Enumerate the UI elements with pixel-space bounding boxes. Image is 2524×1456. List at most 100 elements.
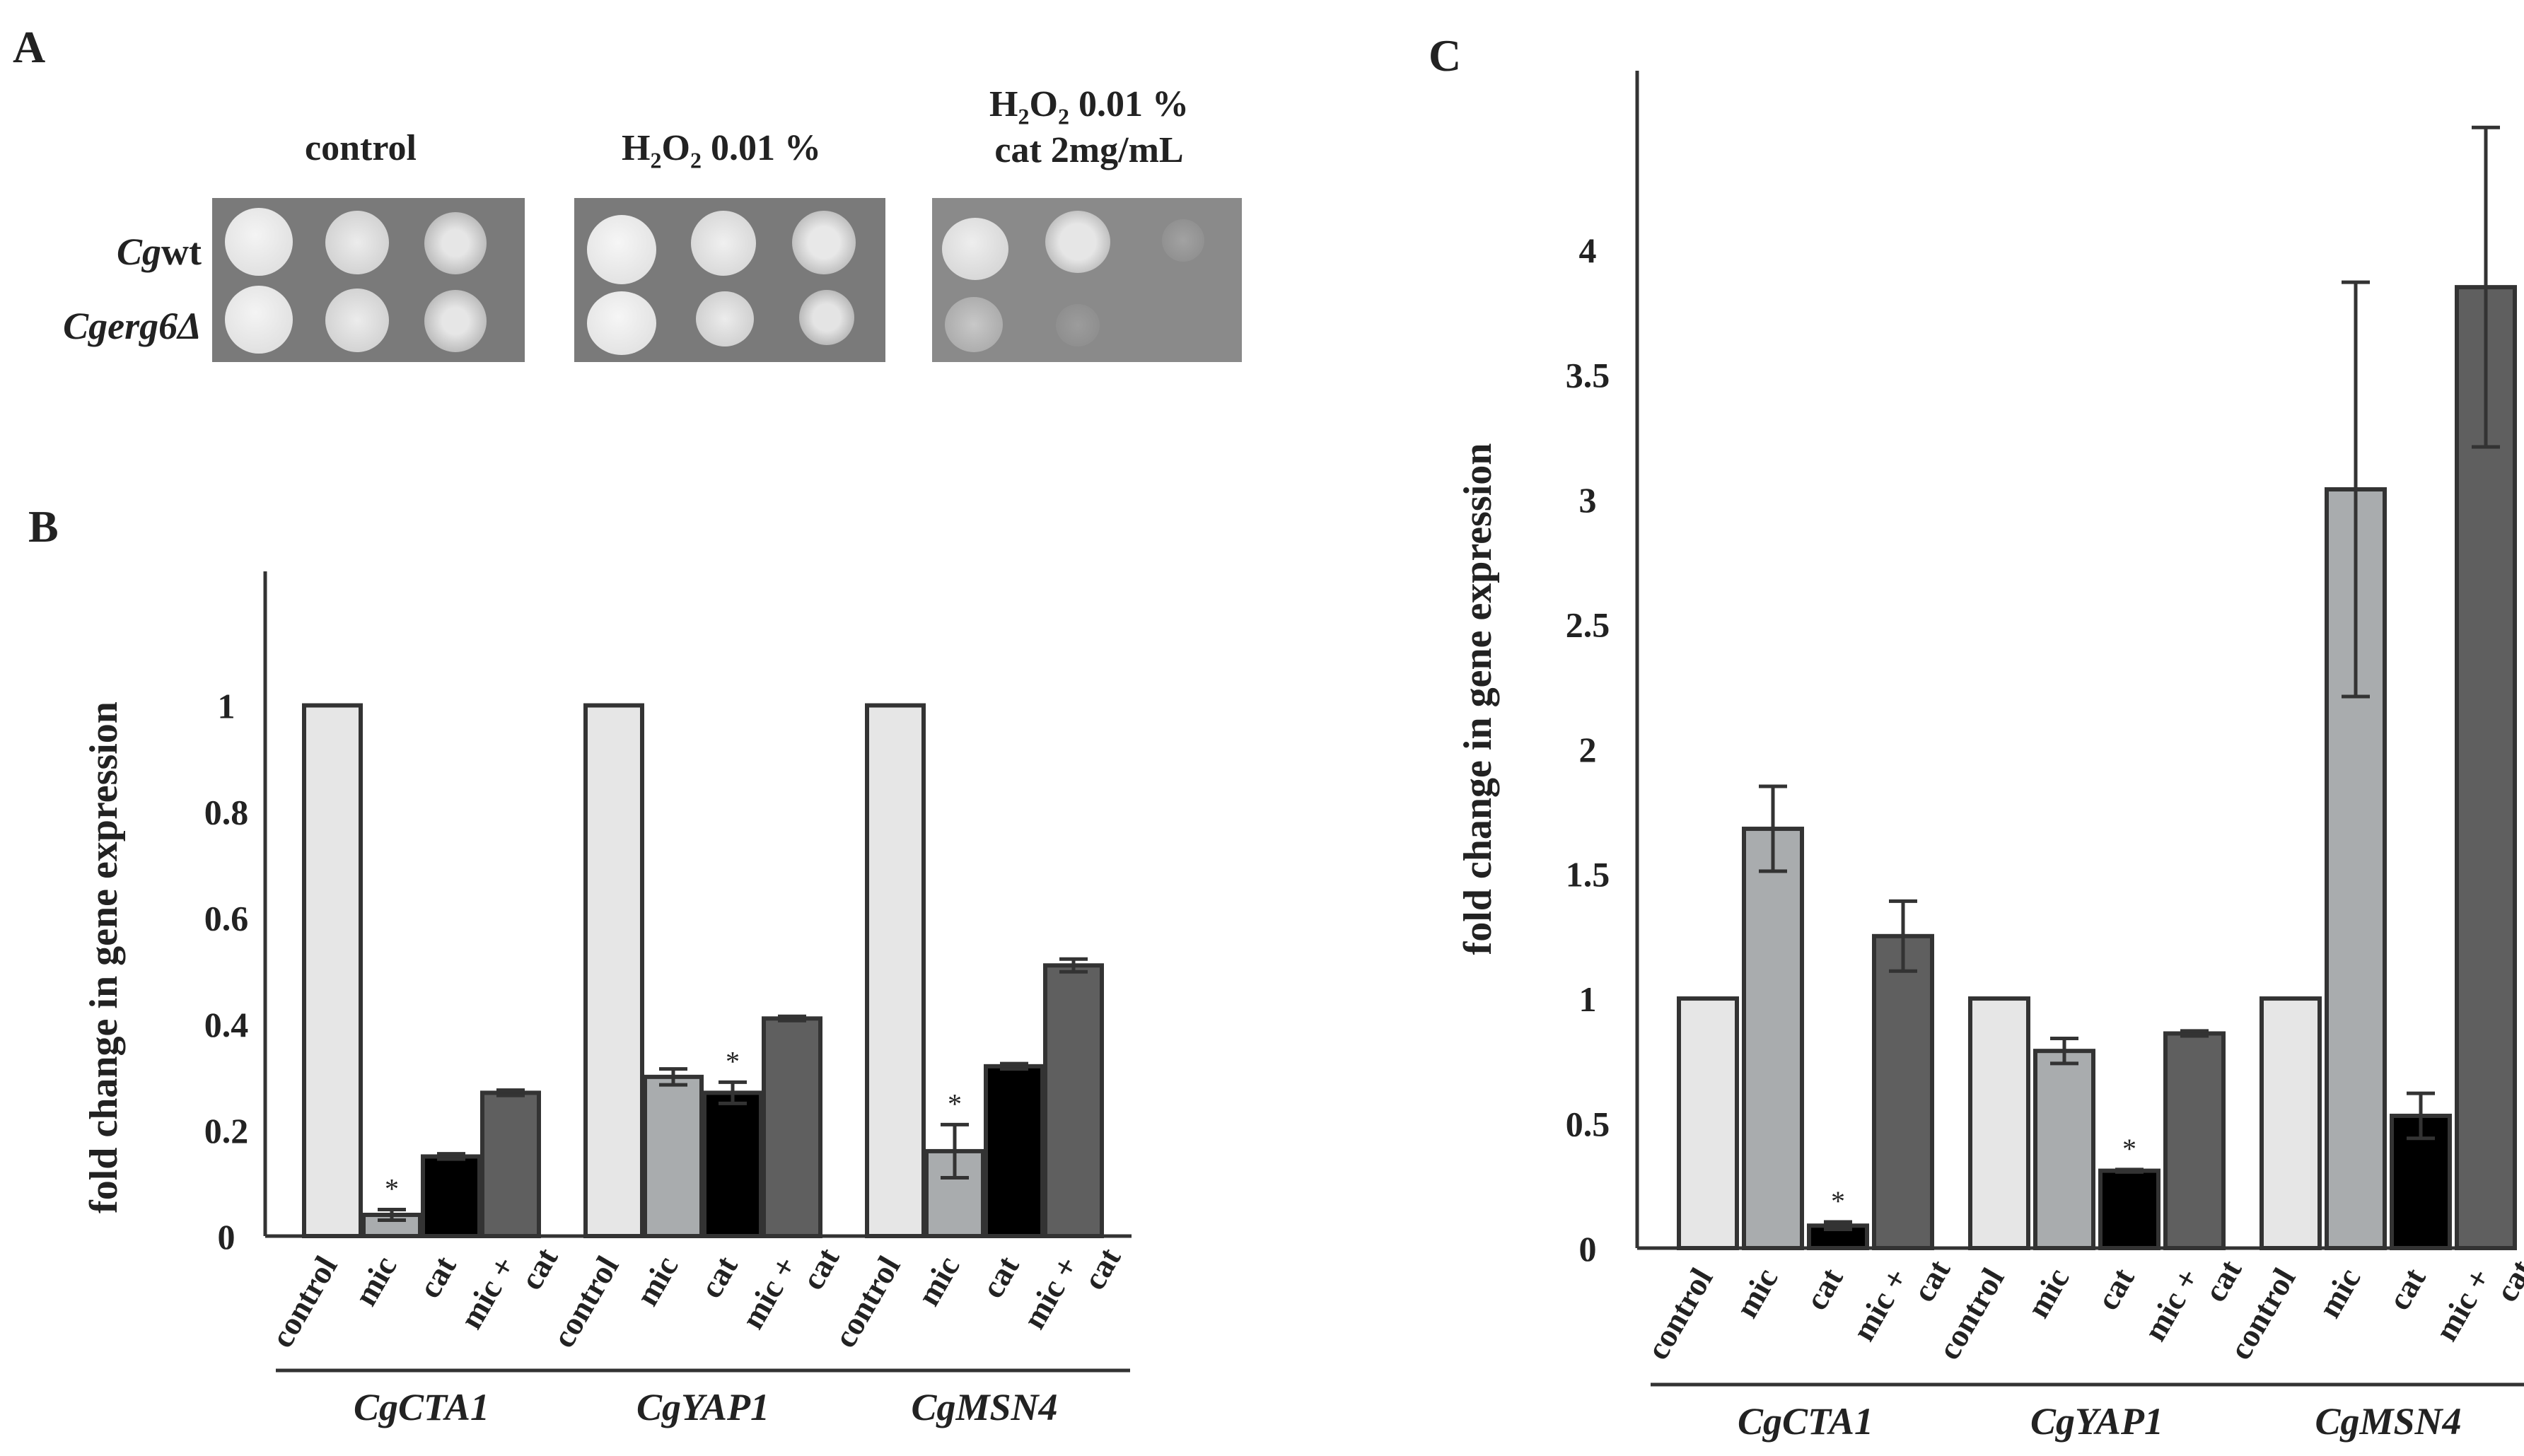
- y-tick-label: 4: [1579, 231, 1597, 270]
- y-tick-label: 0: [218, 1217, 235, 1257]
- x-category-label-line: mic: [1728, 1262, 1785, 1324]
- x-category-label-line: mic +: [2136, 1262, 2206, 1347]
- panel-b-label: B: [28, 501, 59, 552]
- x-category-label: control: [1639, 1262, 1720, 1365]
- x-category-label: cat: [411, 1250, 463, 1304]
- x-category-label-line: mic: [910, 1250, 967, 1312]
- bar: [1043, 963, 1104, 1238]
- group-label: CgCTA1: [1738, 1400, 1873, 1443]
- condition-label-h2o2: H2O2 0.01 %: [566, 127, 877, 173]
- bar: [2163, 1031, 2226, 1251]
- y-tick-label: 0.8: [204, 793, 249, 832]
- significance-marker: *: [948, 1088, 962, 1119]
- bar: [2260, 996, 2322, 1250]
- x-category-label-line: mic: [347, 1250, 404, 1312]
- plate-control: [212, 198, 525, 362]
- colony-spot: [792, 211, 856, 274]
- y-tick-label: 3.5: [1566, 356, 1610, 395]
- y-axis-label: fold change in gene expression: [1456, 443, 1500, 955]
- x-category-label: mic: [2020, 1262, 2076, 1324]
- chart-b: 0 0.2 0.4 0.6 0.8 1 fold change in gene expres…: [82, 571, 1132, 1428]
- colony-spot: [1056, 304, 1100, 346]
- colony-spot: [325, 211, 389, 274]
- strain-wt-name: wt: [161, 231, 202, 273]
- x-category-label: mic: [1728, 1262, 1785, 1324]
- bar: [1968, 996, 2030, 1250]
- x-category-label-line: cat: [2089, 1262, 2141, 1316]
- plate-h2o2-cat: [932, 198, 1242, 362]
- y-tick-label: 0.5: [1566, 1105, 1610, 1144]
- h2o2c-o: O: [1029, 84, 1058, 124]
- bar: [1872, 933, 1934, 1250]
- x-category-label: cat: [1798, 1262, 1850, 1316]
- x-category-label-line: mic +: [2428, 1262, 2498, 1347]
- condition-label-control: control: [212, 127, 509, 170]
- bar: [480, 1090, 541, 1238]
- x-category-label-line: control: [1639, 1262, 1720, 1365]
- y-tick-label: 0.4: [204, 1005, 249, 1044]
- bar: [865, 703, 926, 1238]
- x-category-label-line: mic: [2311, 1262, 2368, 1324]
- group-label: CgCTA1: [354, 1386, 489, 1428]
- x-category-label-line: mic +: [1845, 1262, 1915, 1347]
- significance-marker: *: [385, 1172, 399, 1204]
- colony-spot: [424, 212, 487, 274]
- significance-marker: *: [726, 1045, 740, 1077]
- colony-spot: [691, 211, 756, 276]
- x-category-label: mic +cat: [2428, 1237, 2524, 1363]
- y-tick-label: 0.6: [204, 899, 249, 938]
- y-tick-label: 0: [1579, 1229, 1597, 1269]
- x-category-label-line: cat: [1798, 1262, 1850, 1316]
- strain-wt-prefix: Cg: [116, 231, 162, 273]
- colony-spot: [424, 290, 487, 352]
- colony-spot: [945, 297, 1003, 352]
- colony-spot: [696, 291, 754, 346]
- bar: [643, 1074, 704, 1238]
- colony-spot: [225, 208, 293, 276]
- bar: [1742, 827, 1804, 1250]
- x-category-label-line: cat: [2197, 1253, 2249, 1308]
- x-category-label-line: cat: [411, 1250, 463, 1304]
- bar: [702, 1090, 763, 1238]
- y-tick-label: 3: [1579, 480, 1597, 520]
- x-category-label: mic: [2311, 1262, 2368, 1324]
- group-label: CgMSN4: [2315, 1400, 2461, 1443]
- group-label: CgYAP1: [2030, 1400, 2163, 1443]
- h2o2-o: O: [661, 128, 690, 168]
- colony-spot: [225, 286, 293, 354]
- x-category-label-line: cat: [2488, 1253, 2524, 1308]
- bar: [1677, 996, 1739, 1250]
- panel-a-label: A: [13, 22, 46, 72]
- x-category-label-line: cat: [692, 1250, 745, 1304]
- y-tick-label: 0.2: [204, 1111, 249, 1151]
- h2o2-sub-2b: 2: [690, 147, 702, 173]
- x-category-label-line: cat: [513, 1241, 565, 1295]
- y-tick-label: 1.5: [1566, 855, 1610, 895]
- x-category-label-line: mic +: [453, 1250, 523, 1335]
- x-category-label: mic: [629, 1250, 685, 1312]
- x-category-label-line: mic +: [734, 1250, 804, 1335]
- x-category-label: control: [264, 1250, 344, 1353]
- x-category-label: cat: [2380, 1262, 2433, 1316]
- bar: [583, 703, 644, 1238]
- x-category-label: mic: [347, 1250, 404, 1312]
- significance-marker: *: [2122, 1133, 2136, 1165]
- y-tick-label: 1: [1579, 979, 1597, 1019]
- condition-cat-line: cat 2mg/mL: [994, 130, 1184, 171]
- h2o2c-h: H: [989, 84, 1018, 124]
- x-category-label: mic +cat: [1016, 1225, 1128, 1351]
- bar: [302, 703, 363, 1238]
- colony-spot: [799, 290, 854, 345]
- x-category-label-line: mic +: [1016, 1250, 1086, 1335]
- condition-label-h2o2-cat: H2O2 0.01 % cat 2mg/mL: [919, 83, 1259, 172]
- x-category-label: mic: [910, 1250, 967, 1312]
- x-category-label: cat: [2089, 1262, 2141, 1316]
- plate-h2o2: [574, 198, 885, 362]
- x-category-label-line: control: [264, 1250, 344, 1353]
- x-category-label-line: cat: [974, 1250, 1026, 1304]
- colony-spot: [1045, 211, 1110, 273]
- colony-spot: [587, 215, 656, 284]
- bar: [2098, 1168, 2160, 1251]
- y-tick-label: 2: [1579, 730, 1597, 769]
- condition-h2o2-line: H2O2 0.01 %: [919, 83, 1259, 129]
